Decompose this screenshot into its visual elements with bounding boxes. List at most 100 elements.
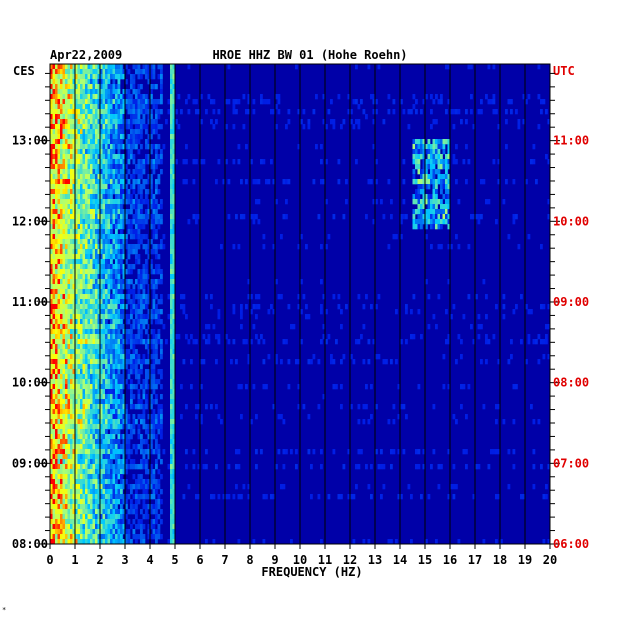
heatmap-cell	[112, 299, 116, 305]
heatmap-cell	[97, 379, 101, 385]
heatmap-cell	[67, 384, 71, 390]
heatmap-cell	[495, 419, 498, 425]
heatmap-cell	[132, 394, 136, 400]
heatmap-cell	[157, 524, 161, 530]
heatmap-cell	[110, 464, 113, 470]
heatmap-cell	[82, 404, 86, 410]
heatmap-cell	[62, 84, 66, 90]
heatmap-cell	[117, 159, 121, 165]
heatmap-cell	[112, 404, 116, 410]
heatmap-cell	[155, 264, 158, 270]
heatmap-cell	[102, 324, 106, 330]
heatmap-cell	[150, 269, 153, 275]
heatmap-cell	[170, 444, 173, 450]
heatmap-cell	[130, 94, 133, 100]
heatmap-cell	[107, 409, 111, 415]
heatmap-cell	[155, 354, 158, 360]
heatmap-cell	[145, 384, 148, 390]
heatmap-cell	[110, 319, 113, 325]
heatmap-cell	[102, 89, 106, 95]
heatmap-cell	[125, 234, 128, 240]
heatmap-cell	[422, 164, 426, 170]
heatmap-cell	[140, 359, 143, 365]
heatmap-cell	[122, 324, 126, 330]
heatmap-cell	[87, 209, 91, 215]
heatmap-cell	[60, 384, 63, 390]
heatmap-cell	[120, 314, 123, 320]
heatmap-cell	[387, 244, 391, 250]
heatmap-cell	[227, 214, 231, 220]
heatmap-cell	[110, 314, 113, 320]
heatmap-cell	[170, 269, 173, 275]
heatmap-cell	[152, 144, 156, 150]
heatmap-cell	[52, 144, 56, 150]
heatmap-cell	[447, 164, 451, 170]
heatmap-cell	[107, 99, 111, 105]
left-axis-label: CES	[13, 64, 35, 78]
heatmap-cell	[85, 369, 88, 375]
heatmap-cell	[90, 349, 93, 355]
heatmap-cell	[135, 364, 138, 370]
heatmap-cell	[102, 414, 106, 420]
heatmap-cell	[77, 284, 81, 290]
heatmap-cell	[132, 504, 136, 510]
heatmap-cell	[50, 359, 53, 365]
heatmap-cell	[142, 499, 146, 505]
heatmap-cell	[155, 379, 158, 385]
heatmap-cell	[142, 179, 146, 185]
heatmap-cell	[212, 124, 216, 130]
heatmap-cell	[270, 159, 273, 165]
heatmap-cell	[95, 74, 98, 80]
heatmap-cell	[80, 249, 83, 255]
heatmap-cell	[57, 449, 61, 455]
heatmap-cell	[327, 334, 331, 340]
heatmap-cell	[110, 309, 113, 315]
heatmap-cell	[362, 359, 366, 365]
heatmap-cell	[117, 414, 121, 420]
heatmap-cell	[400, 99, 403, 105]
heatmap-cell	[115, 124, 118, 130]
heatmap-cell	[100, 244, 103, 250]
heatmap-cell	[107, 174, 111, 180]
heatmap-cell	[97, 184, 101, 190]
heatmap-cell	[105, 174, 108, 180]
heatmap-cell	[132, 359, 136, 365]
heatmap-cell	[150, 469, 153, 475]
heatmap-cell	[185, 449, 188, 455]
heatmap-cell	[257, 304, 261, 310]
heatmap-cell	[447, 214, 451, 220]
heatmap-cell	[152, 344, 156, 350]
heatmap-cell	[357, 294, 361, 300]
heatmap-cell	[205, 294, 208, 300]
heatmap-cell	[90, 379, 93, 385]
heatmap-cell	[157, 359, 161, 365]
heatmap-cell	[80, 479, 83, 485]
heatmap-cell	[187, 339, 191, 345]
heatmap-cell	[242, 214, 246, 220]
heatmap-cell	[102, 124, 106, 130]
heatmap-cell	[170, 534, 173, 540]
heatmap-cell	[157, 404, 161, 410]
heatmap-cell	[105, 534, 108, 540]
heatmap-cell	[95, 379, 98, 385]
heatmap-cell	[112, 74, 116, 80]
heatmap-cell	[505, 144, 508, 150]
heatmap-cell	[337, 179, 341, 185]
heatmap-cell	[390, 539, 393, 545]
heatmap-cell	[145, 369, 148, 375]
heatmap-cell	[125, 64, 128, 70]
heatmap-cell	[115, 174, 118, 180]
heatmap-cell	[70, 199, 73, 205]
heatmap-cell	[62, 314, 66, 320]
heatmap-cell	[145, 399, 148, 405]
heatmap-cell	[387, 109, 391, 115]
heatmap-cell	[420, 144, 423, 150]
heatmap-cell	[170, 389, 173, 395]
heatmap-cell	[282, 339, 286, 345]
heatmap-cell	[362, 324, 366, 330]
heatmap-cell	[132, 534, 136, 540]
heatmap-cell	[82, 369, 86, 375]
heatmap-cell	[152, 359, 156, 365]
heatmap-cell	[152, 424, 156, 430]
heatmap-cell	[75, 104, 78, 110]
